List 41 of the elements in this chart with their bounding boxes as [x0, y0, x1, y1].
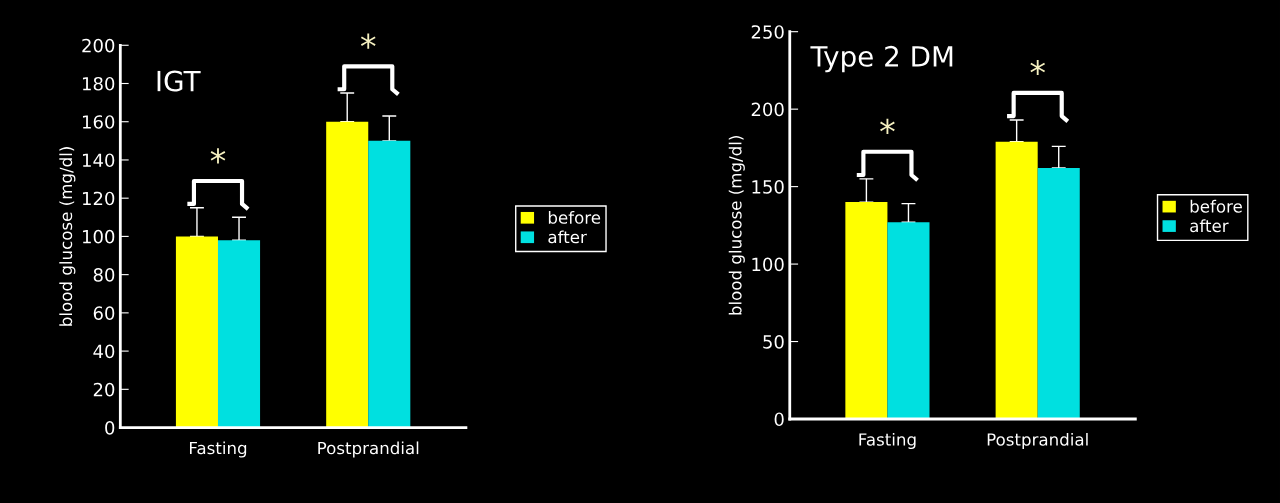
- x-tick-label: Postprandial: [318, 441, 419, 458]
- bar: [326, 121, 369, 428]
- text: IGT: [157, 70, 201, 92]
- y-tick-label: 100: [82, 229, 115, 244]
- chart-title: Type 2 DM: [810, 45, 953, 73]
- legend-label: after: [548, 230, 587, 244]
- bar: [217, 240, 261, 428]
- annotation: *: [210, 148, 226, 164]
- y-tick-label: 140: [82, 153, 115, 168]
- bar: [175, 236, 218, 428]
- annotation: *: [1030, 59, 1046, 76]
- bar: [887, 222, 930, 419]
- y-tick-label: 180: [82, 76, 115, 91]
- legend-label: before: [548, 210, 601, 224]
- y-tick-label: 250: [751, 25, 784, 39]
- y-tick-label: 80: [93, 268, 115, 282]
- x-tick-label: Fasting: [859, 432, 916, 450]
- y-tick-label: 0: [774, 412, 784, 427]
- y-tick-label: 200: [751, 102, 784, 117]
- x-tick-label: Postprandial: [987, 432, 1088, 450]
- y-tick-label: 40: [93, 344, 115, 359]
- y-tick-label: 20: [93, 382, 115, 397]
- bar: [1037, 168, 1080, 419]
- y-tick-label: 50: [763, 335, 784, 349]
- bar: [995, 141, 1038, 419]
- y-tick-label: 200: [82, 38, 115, 53]
- y-tick-label: 150: [752, 180, 784, 194]
- y-tick-label: 100: [752, 257, 784, 272]
- y-tick-label: 120: [82, 191, 115, 206]
- bar: [845, 202, 888, 419]
- annotation: *: [880, 118, 895, 134]
- x-tick-label: Fasting: [189, 441, 247, 458]
- y-tick-label: 0: [105, 421, 115, 435]
- y-tick-label: 60: [93, 306, 115, 320]
- annotation: *: [360, 33, 376, 49]
- legend-label: before: [1190, 199, 1242, 213]
- y-axis-title: blood glucose (mg/dl): [728, 136, 745, 315]
- y-tick-label: 160: [82, 115, 115, 129]
- bar: [368, 140, 411, 428]
- y-axis-title: blood glucose (mg/dl): [59, 147, 76, 326]
- legend-label: after: [1190, 219, 1229, 233]
